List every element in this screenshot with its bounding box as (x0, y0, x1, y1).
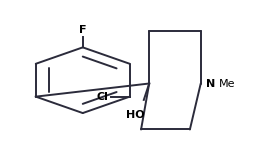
Text: Cl: Cl (96, 92, 108, 102)
Text: HO: HO (126, 110, 145, 120)
Text: F: F (79, 25, 87, 35)
Text: N: N (206, 78, 215, 89)
Text: Me: Me (219, 78, 236, 89)
